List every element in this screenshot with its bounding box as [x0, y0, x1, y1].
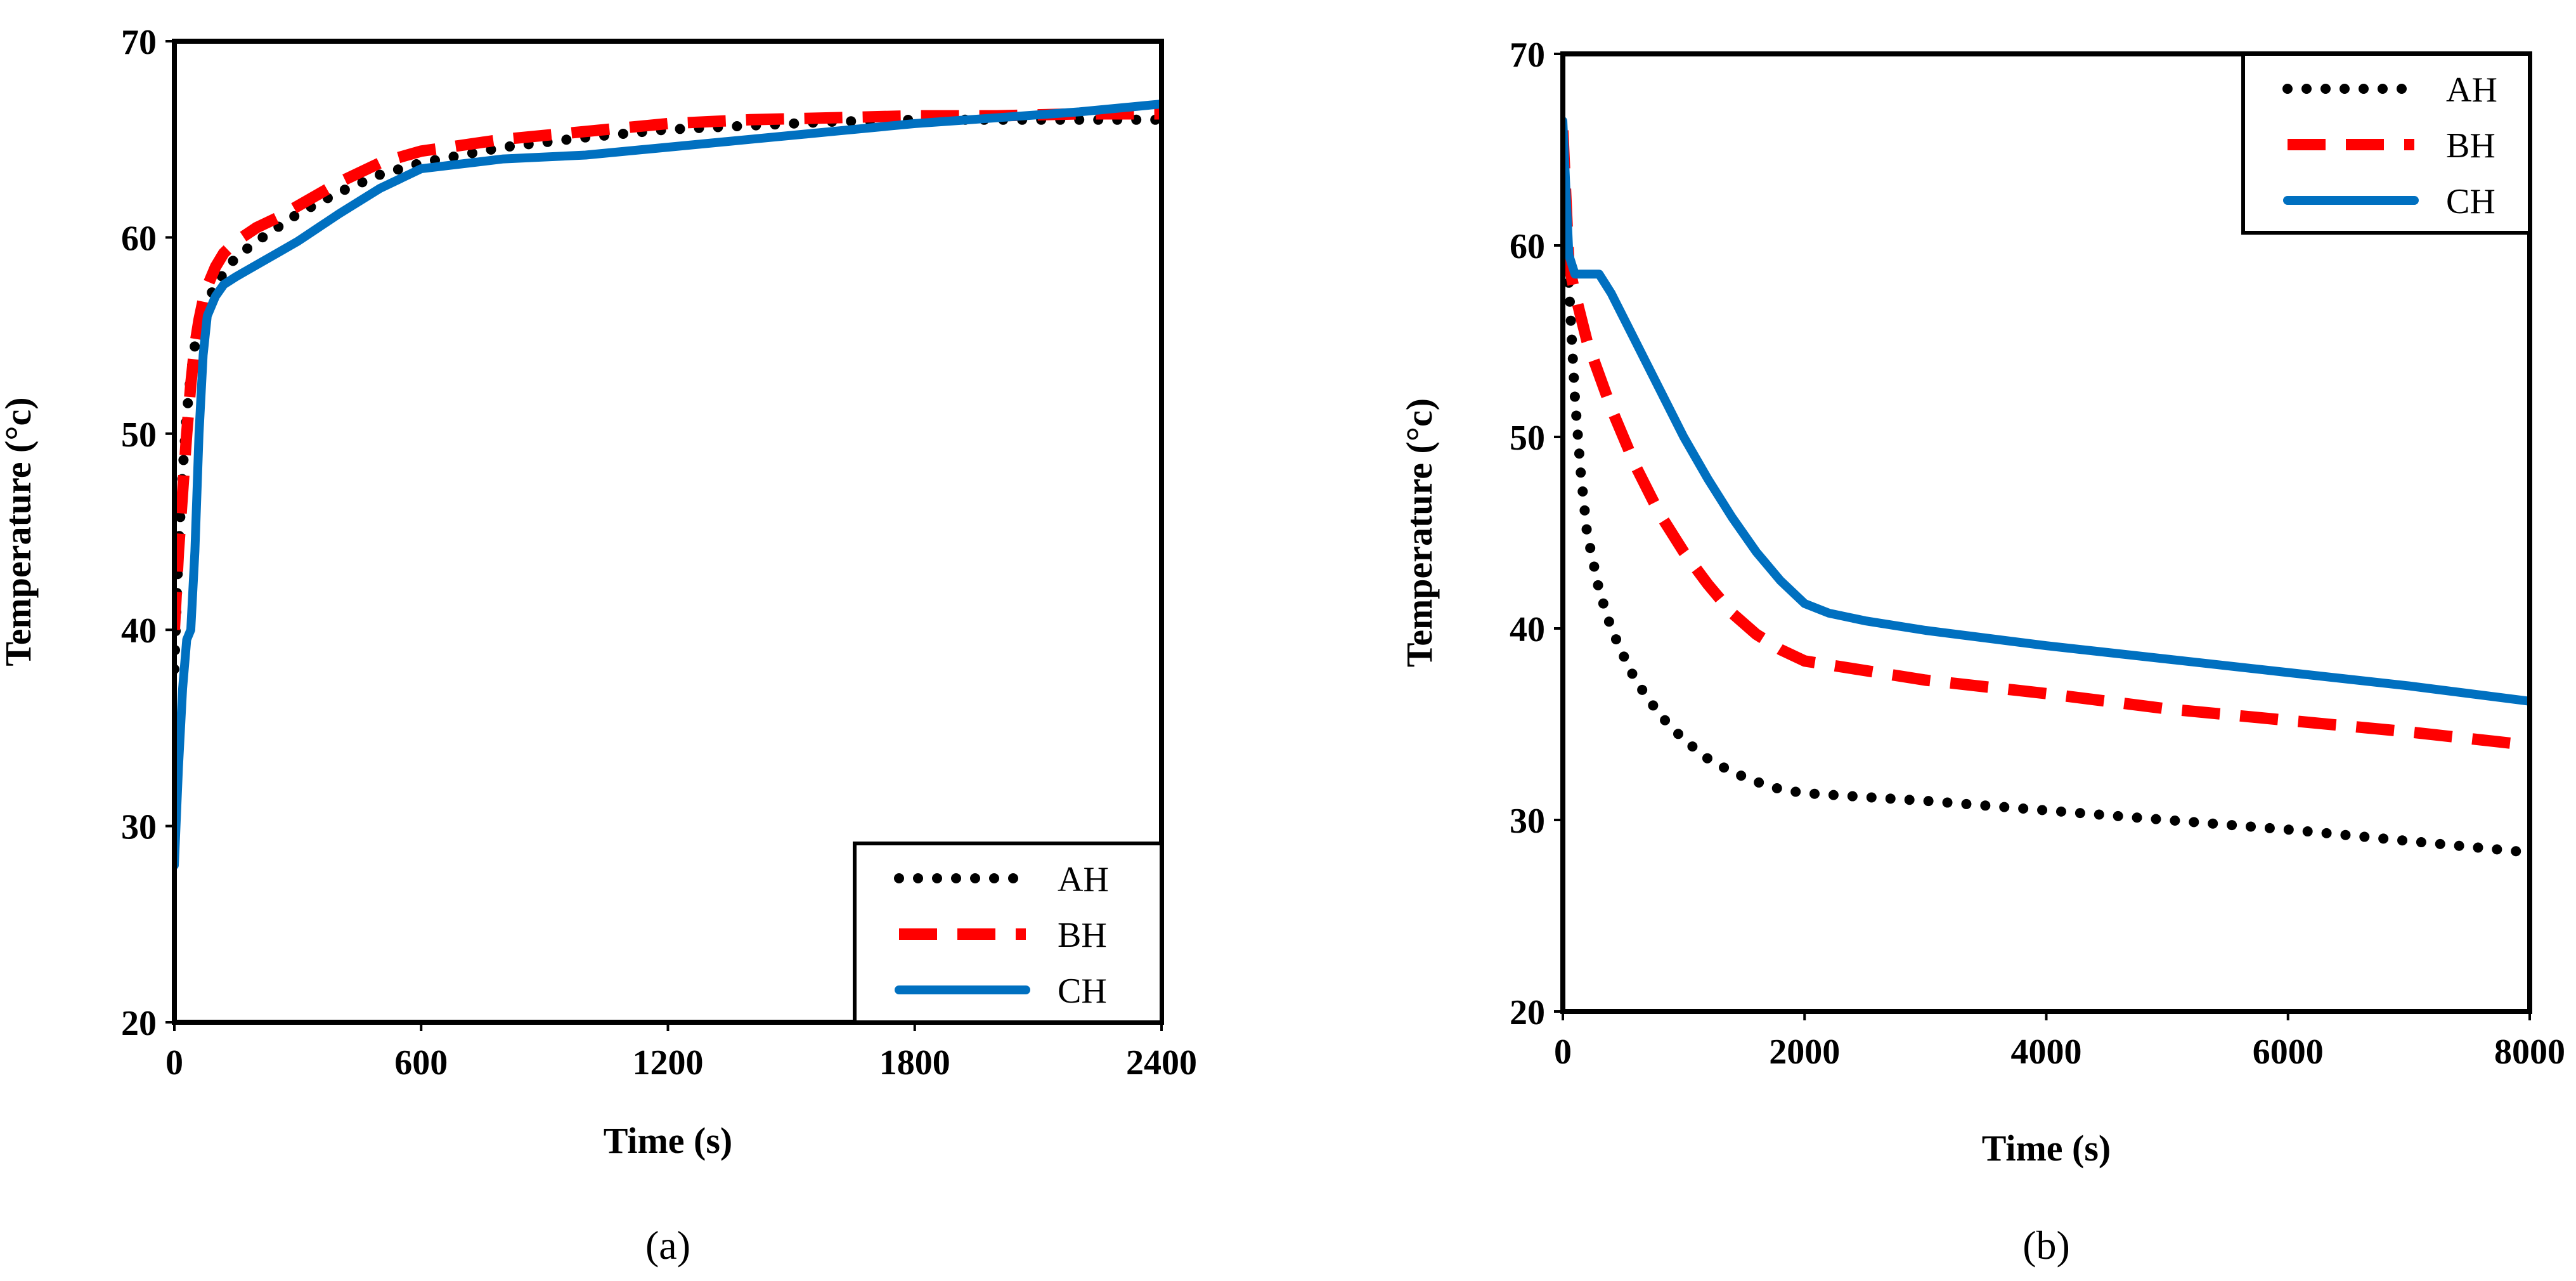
x-tick-label: 6000 [2253, 1032, 2324, 1072]
x-tick-label: 0 [1554, 1032, 1572, 1072]
legend-label-ch: CH [1058, 972, 1107, 1011]
series-line-ch [174, 100, 1162, 870]
y-axis-title: Temperature (°c) [1399, 398, 1440, 667]
series-line-ah [1563, 145, 2530, 858]
y-tick-label: 50 [121, 415, 157, 455]
plot-frame [1560, 51, 2532, 1014]
x-tick-label: 600 [394, 1043, 448, 1083]
x-tick-label: 2400 [1126, 1043, 1197, 1083]
y-tick-label: 50 [1510, 419, 1545, 458]
y-tick-label: 70 [1510, 36, 1545, 75]
x-tick-label: 2000 [1769, 1032, 1840, 1072]
series-line-bh [174, 108, 1162, 630]
plot-frame [172, 39, 1164, 1025]
y-tick-label: 60 [121, 219, 157, 258]
panel-label: (a) [645, 1223, 690, 1268]
x-tick-label: 4000 [2011, 1032, 2082, 1072]
legend-label-ah: AH [1058, 860, 1109, 899]
y-tick-label: 60 [1510, 227, 1545, 266]
chart-panel-a: 20 30 40 50 60 70 0 600 1200 1800 2400 AH BH CH Time (… [0, 23, 1197, 1268]
x-tick-label: 0 [165, 1043, 183, 1083]
x-tick-label: 1800 [879, 1043, 950, 1083]
legend-label-bh: BH [1058, 916, 1107, 955]
chart-panel-b: 20 30 40 50 60 70 0 2000 4000 6000 8000 AH BH CH Time … [1399, 36, 2565, 1268]
x-axis-title: Time (s) [604, 1120, 733, 1161]
series-line-ah [174, 114, 1162, 675]
series-line-bh [1563, 130, 2530, 751]
legend-label-ah: AH [2446, 70, 2497, 110]
x-tick-label: 8000 [2494, 1032, 2565, 1072]
panel-label: (b) [2023, 1223, 2070, 1268]
y-tick-label: 70 [121, 23, 157, 62]
y-tick-label: 20 [121, 1004, 157, 1043]
y-tick-label: 20 [1510, 993, 1545, 1032]
series-line-ch [1563, 116, 2530, 706]
x-axis-title: Time (s) [1982, 1128, 2111, 1169]
y-tick-label: 30 [1510, 802, 1545, 841]
x-tick-label: 1200 [633, 1043, 704, 1083]
legend-label-ch: CH [2446, 182, 2495, 221]
legend-label-bh: BH [2446, 126, 2495, 166]
y-tick-label: 30 [121, 808, 157, 847]
y-axis-title: Temperature (°c) [0, 397, 39, 666]
y-tick-label: 40 [1510, 610, 1545, 649]
y-tick-label: 40 [121, 611, 157, 651]
